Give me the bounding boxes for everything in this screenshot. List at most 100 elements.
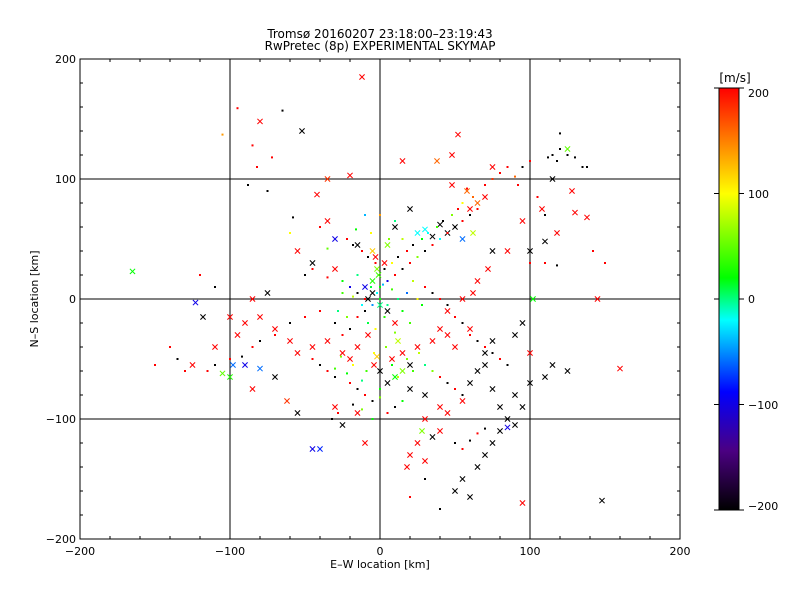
dot-marker (469, 439, 471, 442)
cross-stroke (459, 296, 466, 302)
dot-marker (556, 264, 558, 267)
x-tick-label-200: 200 (670, 545, 691, 558)
cross-stroke (549, 362, 556, 368)
cross-stroke (389, 356, 395, 362)
cross-stroke (294, 410, 301, 416)
cross-marker (324, 218, 331, 224)
dot-marker (391, 288, 393, 291)
cross-stroke (369, 278, 376, 284)
cross-marker (497, 428, 503, 434)
cross-stroke (584, 214, 590, 221)
cross-marker (584, 214, 590, 221)
cross-stroke (489, 386, 496, 392)
data-points (129, 74, 623, 510)
cross-marker (489, 386, 496, 392)
cross-marker (434, 158, 440, 164)
cross-marker (444, 332, 451, 338)
dot-marker (517, 184, 519, 186)
cross-stroke (371, 362, 377, 368)
dot-marker (292, 216, 294, 219)
cross-stroke (407, 386, 413, 392)
cross-stroke (519, 500, 526, 506)
cross-marker (512, 332, 518, 338)
dot-marker (374, 328, 377, 330)
dot-marker (326, 370, 329, 372)
cross-stroke (467, 380, 473, 386)
y-tick-label-0: 0 (69, 293, 76, 306)
dot-marker (457, 208, 459, 210)
cross-marker (470, 290, 476, 296)
dot-marker (364, 310, 366, 312)
dot-marker (412, 370, 414, 372)
cross-stroke (434, 158, 440, 164)
cross-stroke (242, 320, 248, 326)
cross-marker (294, 350, 301, 356)
dot-marker (371, 418, 374, 420)
cross-stroke (324, 218, 331, 224)
cross-marker (219, 370, 226, 377)
cross-stroke (549, 176, 556, 182)
cross-stroke (294, 248, 301, 254)
dot-marker (370, 286, 372, 288)
cross-stroke (309, 260, 316, 266)
dot-marker (365, 370, 368, 372)
cross-marker (339, 422, 346, 428)
dot-marker (356, 316, 359, 318)
dot-marker (356, 388, 359, 390)
cross-stroke (422, 416, 428, 422)
cross-stroke (489, 440, 496, 446)
dot-marker (361, 379, 363, 382)
dot-marker (256, 166, 258, 168)
dot-marker (371, 304, 374, 306)
dot-marker (514, 175, 516, 178)
cross-marker (459, 296, 466, 302)
cross-marker (470, 230, 476, 236)
dot-marker (454, 442, 456, 444)
cross-stroke (399, 368, 406, 374)
y-tick-label-neg200: −200 (46, 533, 76, 546)
dot-marker (451, 214, 453, 216)
dot-marker (229, 358, 231, 360)
dot-marker (236, 107, 239, 110)
dot-marker (536, 196, 539, 198)
cross-marker (339, 350, 346, 356)
cross-marker (527, 248, 533, 254)
dot-marker (241, 355, 243, 358)
dot-marker (431, 292, 434, 294)
dot-marker (406, 292, 408, 294)
dot-marker (412, 280, 414, 282)
cross-stroke (489, 248, 496, 254)
cross-stroke (437, 404, 443, 410)
cross-stroke (459, 476, 466, 482)
cross-marker (444, 308, 451, 314)
cross-stroke (257, 365, 263, 372)
dot-marker (266, 190, 269, 192)
cross-stroke (407, 452, 413, 458)
dot-marker (374, 262, 377, 264)
cross-marker (230, 362, 236, 368)
dot-marker (401, 310, 404, 312)
cross-stroke (474, 464, 481, 470)
cross-stroke (429, 434, 436, 440)
cross-marker (422, 392, 428, 398)
cross-marker (395, 338, 401, 344)
x-tick-label-neg200: −200 (65, 545, 95, 558)
cross-marker (369, 290, 376, 296)
dot-marker (337, 412, 339, 414)
cross-stroke (324, 338, 331, 344)
dot-marker (529, 160, 531, 162)
cross-marker (519, 320, 526, 326)
cross-marker (449, 152, 455, 158)
x-tick-label-neg100: −100 (215, 545, 245, 558)
dot-marker (592, 250, 594, 252)
axis-ticks (79, 58, 681, 540)
dot-marker (461, 322, 464, 324)
dot-marker (416, 256, 419, 258)
dot-marker (394, 406, 396, 408)
dot-marker (364, 298, 366, 300)
dot-marker (367, 322, 369, 324)
cross-marker (332, 236, 338, 242)
dot-marker (484, 346, 486, 348)
dot-marker (349, 328, 351, 330)
dot-marker (304, 274, 306, 276)
